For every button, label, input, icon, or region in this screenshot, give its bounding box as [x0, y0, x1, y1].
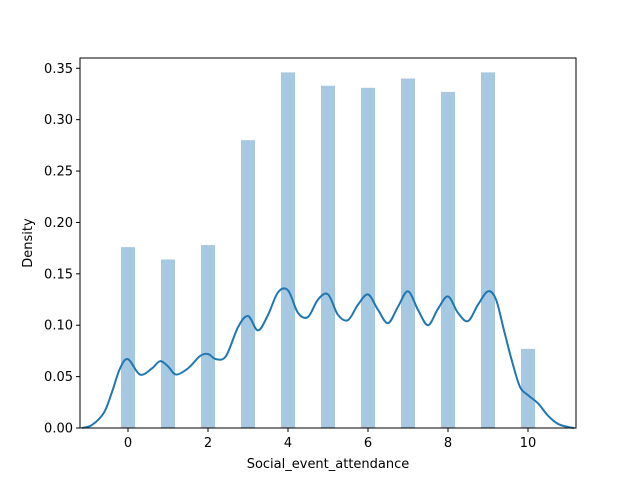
histogram-bar [361, 87, 375, 429]
y-axis-ticks: 0.00 0.05 0.10 0.15 0.20 0.25 0.30 0.35 [44, 62, 80, 437]
y-tick-label: 0.00 [44, 422, 73, 437]
x-axis-ticks: 0 2 4 6 8 10 [124, 428, 536, 451]
x-axis-label: Social_event_attendance [247, 457, 410, 472]
histogram-bars [121, 72, 535, 429]
y-tick-label: 0.25 [44, 165, 73, 180]
x-tick-label: 6 [364, 436, 372, 451]
y-tick-label: 0.30 [44, 113, 73, 128]
y-tick-label: 0.05 [44, 370, 73, 385]
y-axis-label: Density [21, 218, 36, 268]
kde-density-line [81, 287, 575, 429]
histogram-bar [481, 72, 495, 428]
x-tick-label: 4 [284, 436, 292, 451]
histogram-bar [121, 247, 135, 428]
x-tick-label: 8 [444, 436, 452, 451]
plot-frame [79, 57, 577, 429]
x-tick-label: 10 [520, 436, 537, 451]
histogram-bar [201, 245, 215, 428]
histogram-bar [441, 91, 455, 429]
histogram-bar [521, 348, 535, 428]
histogram-bar [241, 140, 255, 428]
y-tick-label: 0.35 [44, 62, 73, 77]
y-tick-label: 0.20 [44, 216, 73, 231]
x-tick-label: 2 [204, 436, 212, 451]
histogram-bar [401, 78, 415, 429]
y-tick-label: 0.15 [44, 267, 73, 282]
x-tick-label: 0 [124, 436, 132, 451]
y-tick-label: 0.10 [44, 319, 73, 334]
histogram-bar [161, 259, 175, 428]
histogram-bar [281, 72, 295, 428]
histogram-bar [321, 85, 335, 428]
